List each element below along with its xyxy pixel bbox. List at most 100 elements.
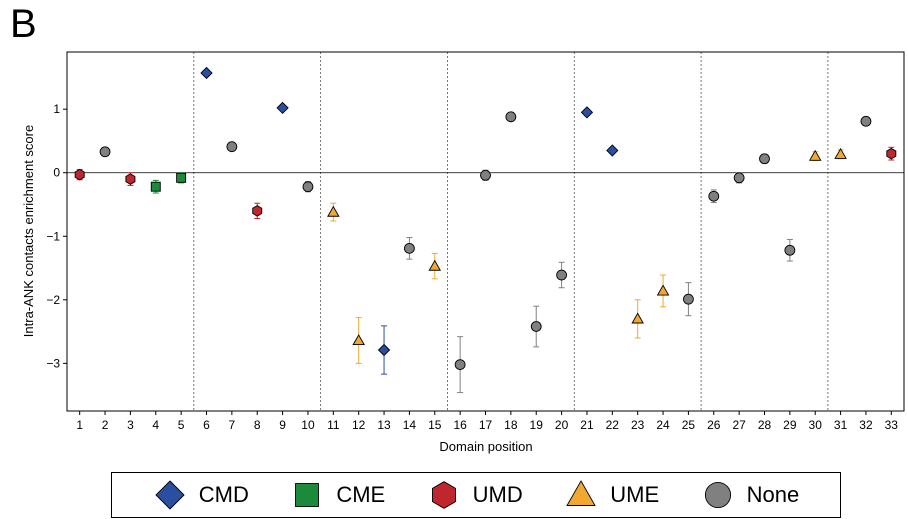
x-tick-label: 22 (606, 418, 620, 432)
x-tick-label: 27 (732, 418, 746, 432)
point-umd (886, 147, 897, 160)
legend-label: None (746, 482, 800, 507)
legend-label: CME (336, 482, 386, 507)
x-tick-label: 17 (479, 418, 493, 432)
x-tick-label: 2 (102, 418, 109, 432)
group-separators (193, 52, 829, 411)
point-umd (74, 168, 85, 181)
x-tick-label: 11 (327, 418, 340, 432)
legend-marker-ume-icon (566, 480, 597, 506)
x-tick-label: 15 (428, 418, 442, 432)
legend-entry-none: None (701, 478, 800, 512)
legend-marker-shape (431, 481, 456, 509)
x-axis-label: Domain position (439, 439, 532, 454)
y-axis-ticks: 1 0 −1 −2 −3 (46, 102, 67, 370)
x-tick-label: 14 (403, 418, 417, 432)
point-none (530, 321, 542, 332)
y-tick-label: −1 (46, 229, 60, 243)
point-none (759, 153, 770, 165)
y-axis-label: Intra-ANK contacts enrichment score (21, 125, 36, 337)
legend-marker-shape (295, 483, 320, 507)
y-tick-label: −3 (46, 356, 60, 370)
point-ume (631, 312, 644, 324)
legend-label: CMD (198, 482, 249, 507)
point-cmd (200, 66, 213, 80)
x-tick-label: 23 (631, 418, 645, 432)
legend-label: UMD (472, 482, 523, 507)
x-tick-label: 5 (178, 418, 185, 432)
point-ume (352, 334, 365, 346)
point-umd (125, 173, 136, 185)
point-ume (656, 284, 670, 296)
legend-marker-none-icon (704, 481, 731, 509)
point-none (733, 172, 745, 184)
x-tick-label: 19 (530, 418, 544, 432)
x-tick-label: 28 (758, 418, 772, 432)
x-tick-label: 24 (656, 418, 670, 432)
point-cme (176, 172, 187, 183)
legend: CMD CME UMD UME None (111, 472, 841, 518)
x-axis-ticks: 1 2 3 4 5 6 7 8 9 10 11 12 13 14 15 16 17 18 19 20 21 22 23 24 2… (76, 411, 898, 432)
point-cmd (606, 144, 619, 157)
point-none (683, 293, 694, 305)
x-tick-label: 18 (504, 418, 518, 432)
legend-marker-umd-icon (431, 481, 456, 509)
x-tick-label: 32 (859, 418, 873, 432)
point-ume (327, 205, 340, 217)
x-tick-label: 3 (127, 418, 134, 432)
x-tick-label: 33 (885, 418, 899, 432)
x-tick-label: 25 (682, 418, 696, 432)
x-tick-label: 30 (809, 418, 823, 432)
error-bars (76, 70, 895, 394)
point-umd (252, 205, 263, 217)
x-tick-label: 16 (453, 418, 467, 432)
plot-frame (66, 51, 905, 412)
x-tick-label: 7 (229, 418, 236, 432)
point-none (708, 190, 720, 202)
point-ume (834, 147, 847, 159)
point-cme (150, 181, 161, 192)
x-tick-label: 6 (203, 418, 210, 432)
legend-entry-ume: UME (564, 478, 659, 512)
x-tick-label: 20 (555, 418, 569, 432)
point-none (860, 115, 872, 127)
point-cmd (377, 343, 391, 357)
legend-label: UME (610, 482, 660, 507)
legend-marker-shape (155, 480, 185, 510)
x-tick-label: 8 (254, 418, 261, 432)
legend-entry-umd: UMD (427, 478, 523, 512)
point-cmd (276, 101, 289, 115)
legend-entry-cme: CME (290, 478, 385, 512)
y-tick-label: 1 (53, 102, 60, 116)
legend-marker-cme-icon (295, 483, 320, 507)
point-none (404, 242, 415, 254)
x-tick-label: 29 (783, 418, 797, 432)
legend-marker-shape (704, 481, 731, 509)
x-tick-label: 26 (707, 418, 721, 432)
x-tick-label: 21 (580, 418, 594, 432)
point-ume (428, 259, 442, 271)
data-points (74, 66, 897, 371)
x-tick-label: 4 (152, 418, 159, 432)
point-none (226, 141, 238, 153)
y-tick-label: −2 (46, 293, 60, 307)
point-none (302, 181, 314, 193)
legend-marker-cmd-icon (155, 480, 185, 510)
point-none (556, 269, 567, 281)
point-none (99, 146, 111, 158)
point-cmd (580, 106, 594, 119)
legend-entry-cmd: CMD (153, 478, 249, 512)
x-tick-label: 1 (76, 418, 83, 432)
x-tick-label: 9 (279, 418, 286, 432)
scatter-chart: 1 2 3 4 5 6 7 8 9 10 11 12 13 14 15 16 17 18 19 20 21 22 23 24 2… (21, 51, 905, 454)
point-none (480, 169, 491, 181)
point-none (784, 244, 796, 256)
legend-marker-shape (566, 480, 597, 506)
x-tick-label: 12 (352, 418, 366, 432)
point-none (505, 111, 517, 123)
point-none (454, 359, 466, 371)
x-tick-label: 13 (377, 418, 391, 432)
panel-label: B (10, 2, 37, 46)
point-ume (808, 149, 822, 161)
x-tick-label: 31 (834, 418, 848, 432)
